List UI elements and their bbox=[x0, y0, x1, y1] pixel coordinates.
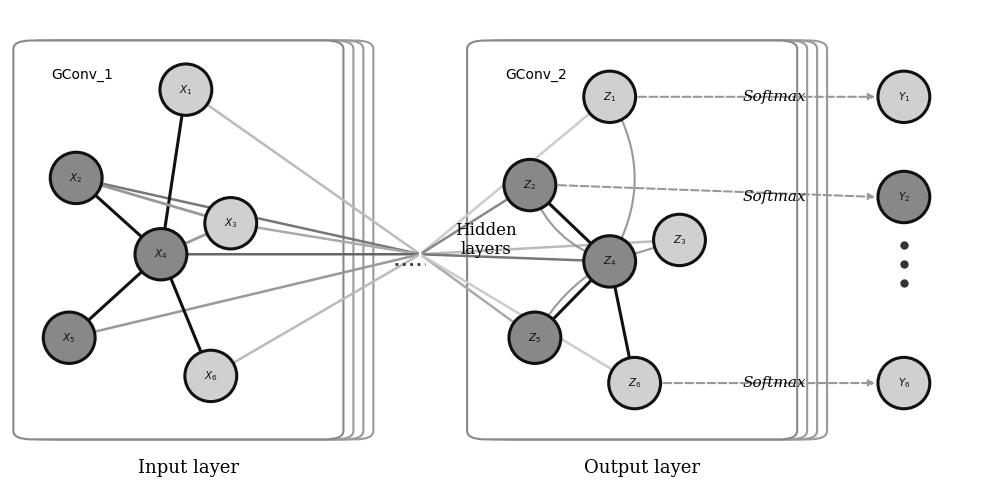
Text: Softmax: Softmax bbox=[742, 190, 806, 204]
Text: $Y_{1}$: $Y_{1}$ bbox=[898, 90, 910, 104]
Text: Hidden
layers: Hidden layers bbox=[455, 222, 517, 258]
Ellipse shape bbox=[878, 71, 930, 123]
FancyBboxPatch shape bbox=[33, 41, 363, 440]
FancyBboxPatch shape bbox=[43, 41, 373, 440]
Text: $X_{6}$: $X_{6}$ bbox=[204, 369, 218, 383]
Text: $X_{4}$: $X_{4}$ bbox=[154, 247, 168, 261]
Ellipse shape bbox=[654, 214, 705, 266]
Text: $Y_{2}$: $Y_{2}$ bbox=[898, 190, 910, 204]
Ellipse shape bbox=[878, 357, 930, 409]
FancyBboxPatch shape bbox=[487, 41, 817, 440]
Text: $X_{5}$: $X_{5}$ bbox=[62, 331, 76, 345]
Ellipse shape bbox=[50, 152, 102, 204]
Text: $Z_{3}$: $Z_{3}$ bbox=[673, 233, 686, 247]
Ellipse shape bbox=[609, 357, 661, 409]
Text: $Z_{4}$: $Z_{4}$ bbox=[603, 255, 616, 269]
Ellipse shape bbox=[509, 312, 561, 363]
FancyBboxPatch shape bbox=[13, 41, 343, 440]
FancyBboxPatch shape bbox=[477, 41, 807, 440]
Text: $X_{1}$: $X_{1}$ bbox=[179, 83, 193, 97]
Ellipse shape bbox=[160, 64, 212, 115]
Ellipse shape bbox=[584, 236, 636, 287]
Text: $Z_{2}$: $Z_{2}$ bbox=[523, 178, 537, 192]
Text: $Z_{1}$: $Z_{1}$ bbox=[603, 90, 616, 104]
FancyBboxPatch shape bbox=[497, 41, 827, 440]
Text: $Z_{5}$: $Z_{5}$ bbox=[528, 331, 542, 345]
Text: Softmax: Softmax bbox=[742, 376, 806, 390]
Ellipse shape bbox=[185, 350, 237, 401]
Ellipse shape bbox=[135, 228, 187, 280]
Ellipse shape bbox=[504, 159, 556, 211]
Text: Input layer: Input layer bbox=[138, 459, 239, 477]
FancyBboxPatch shape bbox=[23, 41, 353, 440]
Text: $X_{2}$: $X_{2}$ bbox=[69, 171, 83, 185]
FancyBboxPatch shape bbox=[467, 41, 797, 440]
Ellipse shape bbox=[205, 198, 257, 249]
Text: GConv_2: GConv_2 bbox=[505, 68, 567, 82]
Text: Softmax: Softmax bbox=[742, 90, 806, 104]
Text: $Y_{6}$: $Y_{6}$ bbox=[898, 376, 910, 390]
Ellipse shape bbox=[584, 71, 636, 123]
Text: $Z_{6}$: $Z_{6}$ bbox=[628, 376, 641, 390]
Ellipse shape bbox=[878, 171, 930, 223]
Text: GConv_1: GConv_1 bbox=[51, 68, 113, 82]
Text: $X_{3}$: $X_{3}$ bbox=[224, 216, 238, 230]
Ellipse shape bbox=[43, 312, 95, 363]
Text: Output layer: Output layer bbox=[584, 459, 700, 477]
